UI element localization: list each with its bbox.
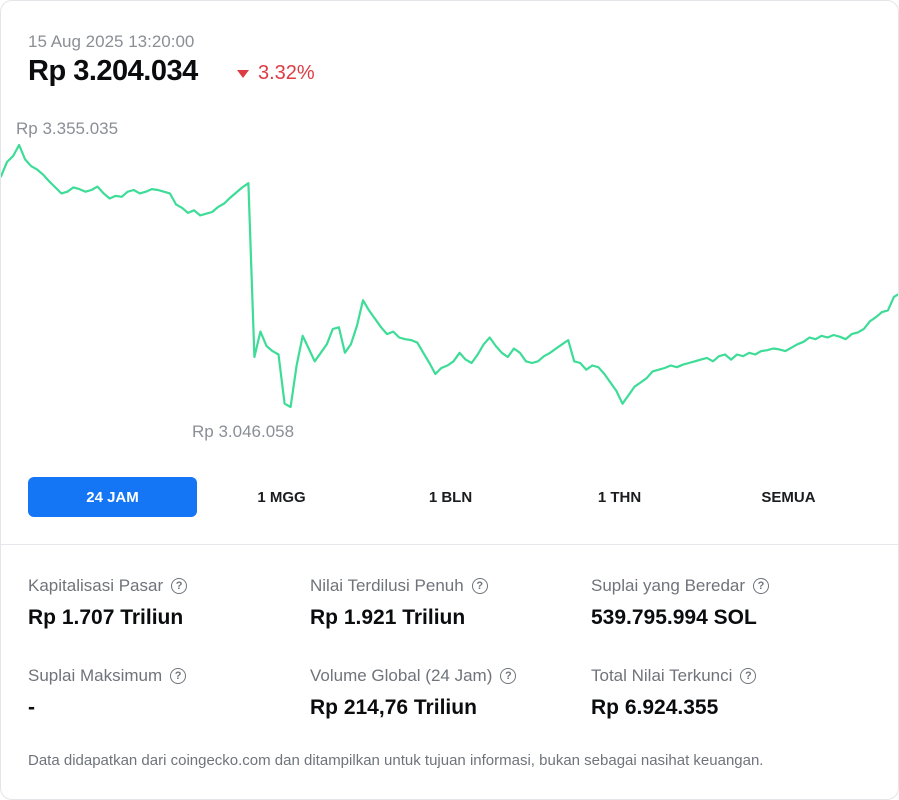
current-price: Rp 3.204.034 [28, 55, 198, 87]
stat-total-value-locked: Total Nilai Terkunci? Rp 6.924.355 [591, 665, 861, 720]
price-change: 3.32% [237, 62, 315, 85]
tab-1-bln[interactable]: 1 BLN [428, 488, 473, 506]
stat-value: Rp 1.921 Triliun [310, 606, 466, 629]
question-circle-icon[interactable]: ? [471, 578, 488, 594]
tab-semua[interactable]: SEMUA [761, 488, 816, 506]
stat-value: Rp 6.924.355 [591, 696, 719, 719]
question-circle-icon[interactable]: ? [740, 668, 757, 684]
stat-value: - [28, 696, 35, 719]
stat-value: Rp 214,76 Triliun [310, 696, 477, 719]
chart-high-label: Rp 3.355.035 [16, 119, 119, 138]
price-timestamp: 15 Aug 2025 13:20:00 [28, 32, 195, 51]
stat-value: Rp 1.707 Triliun [28, 606, 184, 629]
section-divider [1, 544, 898, 545]
stat-label: Suplai yang Beredar [591, 576, 746, 595]
question-circle-icon[interactable]: ? [753, 578, 770, 594]
price-change-percent: 3.32% [258, 62, 315, 84]
tab-24-jam[interactable]: 24 JAM [28, 477, 197, 517]
stat-label: Suplai Maksimum [28, 666, 163, 685]
data-source-disclaimer: Data didapatkan dari coingecko.com dan d… [28, 752, 764, 769]
stat-market-cap: Kapitalisasi Pasar? Rp 1.707 Triliun [28, 575, 298, 630]
stat-label: Nilai Terdilusi Penuh [310, 576, 464, 595]
price-series-line [1, 143, 898, 409]
stat-global-volume: Volume Global (24 Jam)? Rp 214,76 Triliu… [310, 665, 580, 720]
stat-circulating-supply: Suplai yang Beredar? 539.795.994 SOL [591, 575, 861, 630]
tab-1-thn[interactable]: 1 THN [597, 488, 642, 506]
tab-1-mgg[interactable]: 1 MGG [257, 488, 306, 506]
question-circle-icon[interactable]: ? [171, 578, 188, 594]
stat-max-supply: Suplai Maksimum? - [28, 665, 298, 720]
down-triangle-icon [237, 69, 249, 78]
stat-label: Kapitalisasi Pasar [28, 576, 164, 595]
price-line-chart[interactable] [1, 131, 899, 421]
question-circle-icon[interactable]: ? [170, 668, 187, 684]
question-circle-icon[interactable]: ? [500, 668, 517, 684]
stat-label: Volume Global (24 Jam) [310, 666, 493, 685]
timeframe-tabs: 24 JAM 1 MGG 1 BLN 1 THN SEMUA [28, 477, 873, 517]
chart-low-label: Rp 3.046.058 [192, 422, 295, 441]
stat-value: 539.795.994 SOL [591, 606, 757, 629]
stat-fully-diluted-value: Nilai Terdilusi Penuh? Rp 1.921 Triliun [310, 575, 580, 630]
stat-label: Total Nilai Terkunci [591, 666, 733, 685]
